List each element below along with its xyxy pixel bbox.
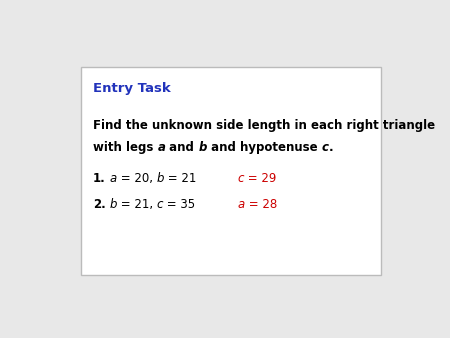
FancyBboxPatch shape <box>81 67 381 275</box>
Text: Find the unknown side length in each right triangle: Find the unknown side length in each rig… <box>93 119 435 131</box>
Text: b: b <box>109 198 117 211</box>
Text: = 20,: = 20, <box>117 172 156 185</box>
Text: and: and <box>165 141 198 154</box>
Text: = 29: = 29 <box>244 172 276 185</box>
Text: and hypotenuse: and hypotenuse <box>207 141 321 154</box>
Text: c: c <box>157 198 163 211</box>
Text: .: . <box>328 141 333 154</box>
Text: = 35: = 35 <box>163 198 195 211</box>
Text: 1.: 1. <box>93 172 106 185</box>
Text: = 21,: = 21, <box>117 198 157 211</box>
Text: Entry Task: Entry Task <box>93 82 171 95</box>
Text: = 28: = 28 <box>245 198 277 211</box>
Text: 2.: 2. <box>93 198 106 211</box>
Text: c: c <box>321 141 328 154</box>
Text: = 21: = 21 <box>164 172 196 185</box>
Text: a: a <box>109 172 117 185</box>
Text: b: b <box>198 141 207 154</box>
Text: a: a <box>158 141 165 154</box>
Text: a: a <box>238 198 245 211</box>
Text: with legs: with legs <box>93 141 158 154</box>
Text: b: b <box>156 172 164 185</box>
Text: c: c <box>238 172 244 185</box>
